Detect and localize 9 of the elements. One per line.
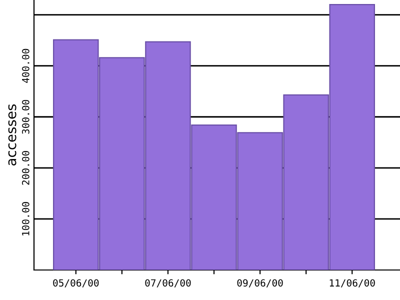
y-tick-label: 100.00 [22,202,30,236]
x-tick-label: 09/06/00 [237,279,283,288]
x-tick-label: 07/06/00 [145,279,191,288]
y-tick-label: 400.00 [22,48,30,83]
x-tick-label: 11/06/00 [330,279,375,288]
y-tick-label: 200.00 [22,150,30,185]
y-tick-label: 300.00 [22,100,30,134]
y-axis-title: accesses [8,104,16,166]
x-tick-label: 05/06/00 [53,279,99,288]
